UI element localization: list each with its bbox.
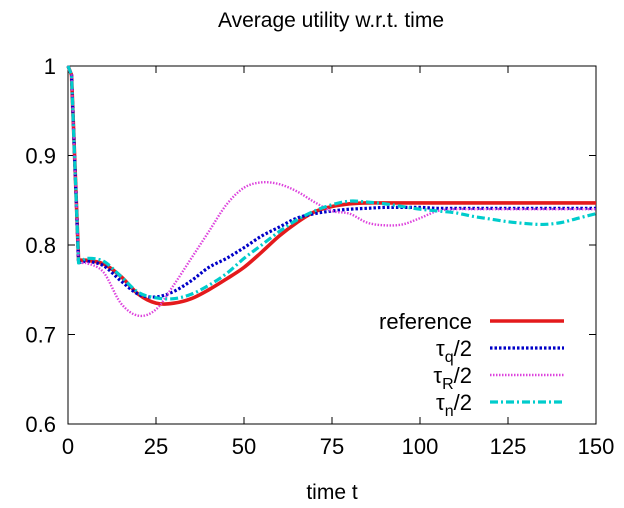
x-axis-label: time t (306, 481, 358, 504)
legend-label-3: τR/2 (433, 363, 472, 393)
series-line-3 (66, 65, 596, 318)
series-line-4 (66, 65, 597, 301)
x-tick-label: 100 (402, 434, 439, 459)
x-tick-label: 125 (490, 434, 527, 459)
y-tick-label: 0.8 (25, 233, 56, 258)
y-tick-label: 1 (44, 54, 56, 79)
legend-label-tail: /2 (454, 336, 472, 361)
plot-frame (67, 65, 597, 425)
legend-label-subscript: q (445, 349, 454, 366)
legend-label-2: τq/2 (436, 336, 472, 366)
chart-title: Average utility w.r.t. time (218, 9, 444, 32)
x-tick-label: 75 (320, 434, 344, 459)
legend-label-tail: /2 (454, 390, 472, 415)
x-tick-label: 150 (578, 434, 615, 459)
legend-label-4: τn/2 (436, 390, 472, 420)
y-tick-label: 0.6 (25, 412, 56, 437)
legend-label-main: reference (379, 309, 472, 334)
x-tick-label: 25 (144, 434, 168, 459)
series-line-1 (66, 65, 596, 306)
axis-ticks: 0 25 50 75 100 125 150 0.6 0.7 0.8 0.9 1 (25, 54, 614, 459)
x-tick-label: 0 (62, 434, 74, 459)
legend-label-1: reference (379, 309, 472, 334)
x-tick-label: 50 (232, 434, 256, 459)
legend-label-main: τ (433, 363, 442, 388)
legend-label-main: τ (436, 390, 445, 415)
legend-label-main: τ (436, 336, 445, 361)
legend-label-subscript: R (442, 376, 454, 393)
series-lines (66, 65, 597, 318)
y-tick-label: 0.9 (25, 144, 56, 169)
legend-label-subscript: n (445, 403, 454, 420)
series-line-2 (66, 65, 596, 299)
legend-label-tail: /2 (454, 363, 472, 388)
y-tick-label: 0.7 (25, 323, 56, 348)
